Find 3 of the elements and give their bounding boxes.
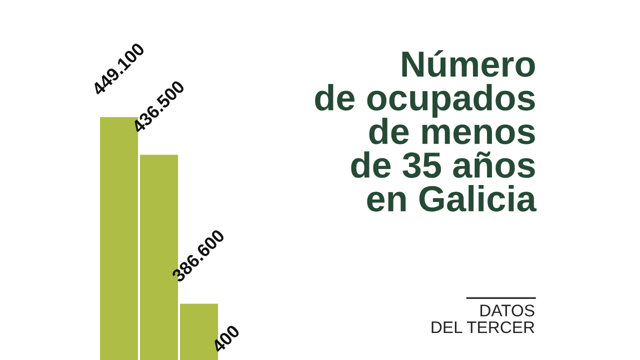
text: Número de ocupados de menos de 35 años en Galicia — [315, 50, 537, 212]
annotation: 400 — [210, 324, 240, 354]
text: DATOS DEL TERCER — [432, 304, 534, 334]
